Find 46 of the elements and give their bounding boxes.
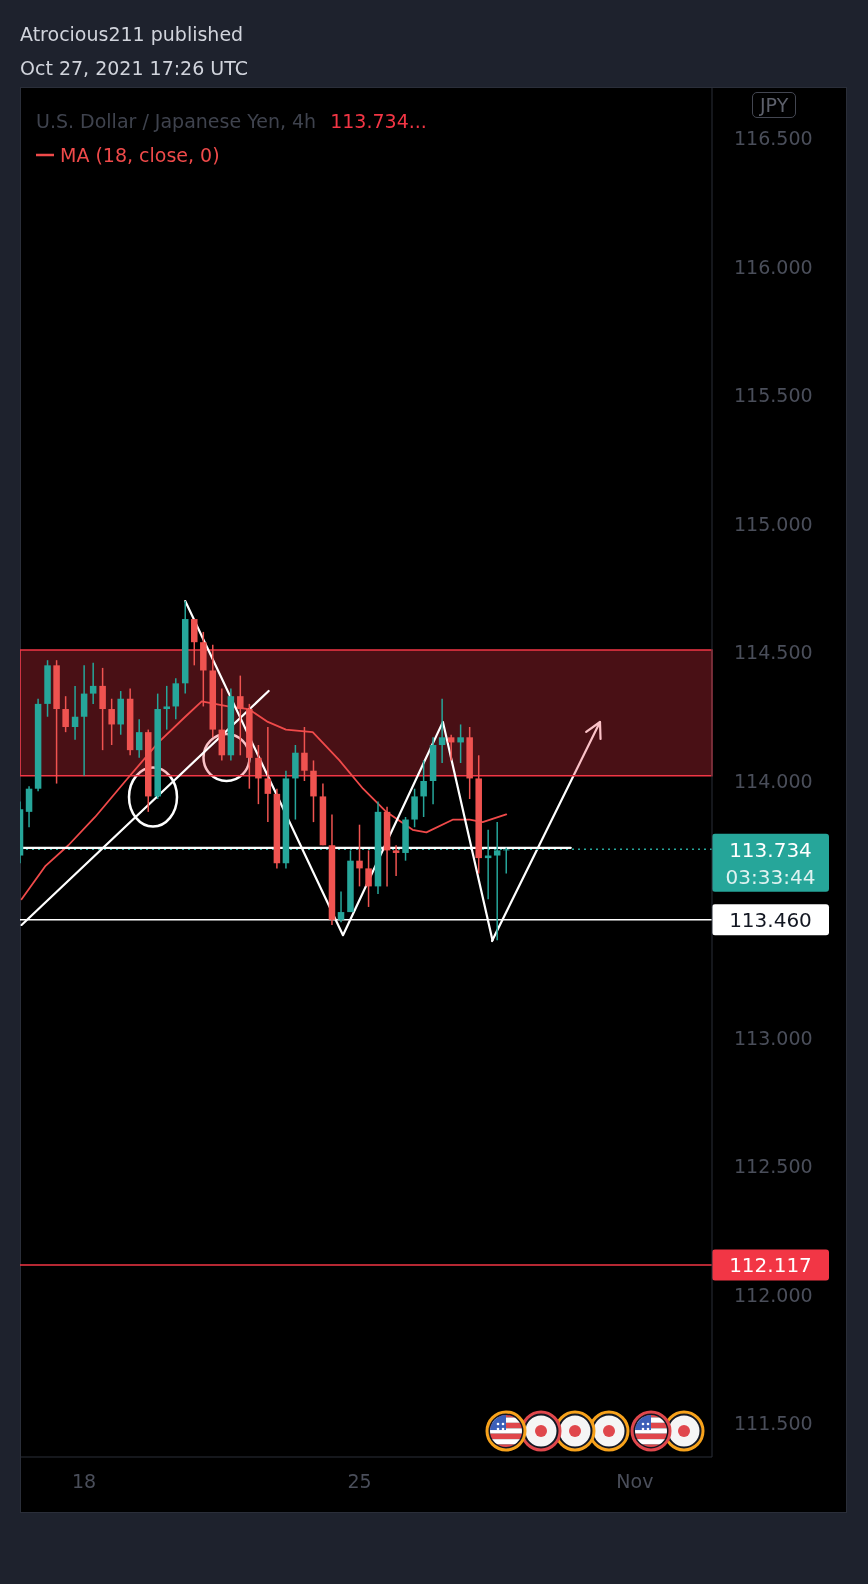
y-tick-label: 111.500 bbox=[734, 1412, 813, 1435]
candlestick bbox=[71, 685, 79, 741]
ref-line-label: 113.460 bbox=[729, 908, 812, 932]
candlestick bbox=[135, 718, 143, 759]
candlestick bbox=[89, 662, 97, 705]
x-tick-label: Nov bbox=[616, 1470, 654, 1493]
candlestick bbox=[191, 618, 198, 667]
annotation: 113.734... bbox=[330, 110, 427, 132]
y-tick-label: 114.500 bbox=[734, 641, 813, 664]
legend-label: MA (18, close, 0) bbox=[60, 144, 220, 166]
x-tick-label: 25 bbox=[347, 1470, 372, 1493]
candlestick bbox=[62, 695, 69, 733]
ref-line-label: 112.117 bbox=[729, 1253, 812, 1278]
y-tick-label: 116.000 bbox=[734, 255, 813, 278]
candlestick bbox=[356, 823, 363, 888]
ref-line-label: 113.734 bbox=[729, 837, 812, 862]
candlestick bbox=[420, 759, 427, 818]
candlestick bbox=[337, 890, 345, 924]
text: U.S. Dollar / Japanese Yen, 4h bbox=[36, 110, 317, 132]
candlestick bbox=[80, 664, 88, 777]
candlestick bbox=[264, 726, 272, 823]
text: Atrocious211 published bbox=[20, 23, 244, 45]
y-tick-label: 113.000 bbox=[734, 1026, 813, 1049]
candlestick bbox=[255, 744, 262, 805]
candlestick bbox=[172, 677, 180, 721]
candlestick bbox=[457, 723, 464, 764]
currency-button: JPY bbox=[752, 92, 797, 118]
candlestick bbox=[301, 726, 308, 782]
x-tick-label: 18 bbox=[72, 1470, 97, 1493]
y-tick-label: 115.500 bbox=[734, 384, 813, 407]
candlestick bbox=[163, 685, 170, 731]
y-tick-label: 116.500 bbox=[734, 127, 813, 150]
candlestick bbox=[108, 697, 115, 746]
y-tick-label: 114.000 bbox=[734, 769, 813, 792]
candlestick bbox=[392, 844, 400, 877]
text: Oct 27, 2021 17:26 UTC bbox=[20, 57, 248, 79]
y-tick-label: 115.000 bbox=[734, 512, 813, 535]
y-tick-label: 112.500 bbox=[734, 1155, 813, 1178]
candlestick bbox=[25, 785, 33, 829]
text: 03:33:44 bbox=[725, 864, 816, 889]
candlestick bbox=[99, 667, 106, 751]
y-tick-label: 112.000 bbox=[734, 1283, 813, 1306]
candlestick bbox=[447, 733, 455, 762]
candlestick bbox=[438, 697, 446, 764]
candlestick bbox=[411, 787, 418, 829]
candlestick bbox=[365, 849, 372, 908]
